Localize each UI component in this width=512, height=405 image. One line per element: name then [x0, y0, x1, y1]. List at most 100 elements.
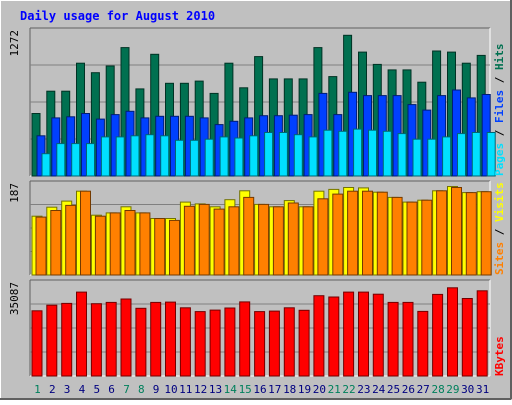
x-tick-label-day-25: 25: [387, 383, 400, 396]
bar-sites-day-25: [391, 196, 403, 276]
bar-files-day-28: [437, 95, 447, 177]
bar-sites-day-24: [376, 191, 388, 276]
bar-kbytes-day-23: [358, 291, 369, 377]
x-tick-label-day-23: 23: [357, 383, 370, 396]
bar-kbytes-day-15: [239, 301, 251, 377]
bar-sites-day-12: [198, 203, 210, 276]
bar-pages-day-8: [145, 134, 155, 177]
bar-pages-day-25: [397, 133, 407, 177]
bar-pages-day-14: [234, 137, 244, 177]
bar-pages-day-7: [130, 135, 140, 177]
bar-sites-day-18: [287, 202, 299, 276]
bar-kbytes-day-30: [461, 298, 473, 377]
x-tick-label-day-13: 13: [209, 383, 222, 396]
legend-item-files: Files: [493, 90, 506, 123]
bar-kbytes-day-6: [105, 301, 117, 377]
x-tick-label-day-11: 11: [179, 383, 192, 396]
bar-sites-day-9: [154, 218, 166, 276]
bar-sites-day-14: [228, 206, 240, 276]
bar-pages-day-3: [71, 143, 81, 177]
bar-sites-day-21: [332, 193, 344, 276]
bar-pages-day-28: [442, 136, 452, 177]
bar-pages-day-21: [338, 130, 348, 177]
bar-sites-day-11: [183, 205, 195, 276]
bar-kbytes-day-1: [31, 310, 43, 377]
x-tick-label-day-16: 16: [253, 383, 266, 396]
panel-3: 35087 KBytes: [8, 279, 506, 377]
bar-pages-day-2: [56, 143, 66, 177]
x-tick-label-day-27: 27: [417, 383, 430, 396]
bar-sites-day-15: [243, 196, 255, 276]
bar-kbytes-day-10: [165, 301, 176, 377]
x-tick-label-day-20: 20: [313, 383, 326, 396]
legend: KBytes: [493, 336, 506, 376]
bar-sites-day-23: [362, 190, 373, 276]
legend-item-sites: Sites: [493, 242, 506, 275]
bar-sites-day-2: [50, 210, 62, 276]
panel-1: 1272 Pages / Files / Hits: [8, 27, 506, 177]
x-tick-label-day-18: 18: [283, 383, 296, 396]
x-tick-label-day-31: 31: [476, 383, 489, 396]
x-tick-label-day-12: 12: [194, 383, 207, 396]
bar-kbytes-day-16: [254, 311, 266, 377]
bar-kbytes-day-8: [135, 307, 147, 377]
bar-sites-day-8: [139, 212, 151, 276]
x-tick-label-day-21: 21: [328, 383, 341, 396]
bar-kbytes-day-31: [476, 290, 488, 377]
bar-pages-day-24: [382, 130, 392, 177]
x-tick-label-day-15: 15: [239, 383, 252, 396]
bar-pages-day-29: [457, 133, 466, 177]
x-tick-label-day-1: 1: [34, 383, 41, 396]
bar-sites-day-19: [302, 206, 314, 276]
bar-pages-day-6: [115, 136, 125, 177]
bar-sites-day-20: [317, 198, 329, 276]
bar-sites-day-26: [406, 201, 418, 276]
x-tick-label-day-6: 6: [108, 383, 115, 396]
bar-kbytes-day-20: [313, 295, 325, 377]
x-tick-label-day-14: 14: [224, 383, 238, 396]
panel-2: 187 Sites / Visits: [8, 180, 506, 276]
bar-kbytes-day-19: [298, 309, 310, 377]
bar-sites-day-16: [258, 203, 270, 276]
bar-sites-day-1: [35, 216, 47, 276]
bar-kbytes-day-12: [194, 311, 206, 377]
bar-sites-day-10: [169, 219, 180, 276]
bar-pages-day-12: [204, 138, 214, 177]
legend-item-kbytes: KBytes: [493, 336, 506, 376]
bar-kbytes-day-24: [372, 293, 384, 377]
bar-sites-day-22: [347, 190, 359, 276]
legend-separator: /: [493, 222, 506, 242]
bar-sites-day-31: [480, 191, 492, 276]
bar-pages-day-26: [412, 138, 422, 177]
bar-sites-day-27: [421, 199, 433, 276]
bar-kbytes-day-5: [90, 303, 102, 377]
chart-title: Daily usage for August 2010: [20, 9, 215, 23]
bar-kbytes-day-22: [343, 291, 355, 377]
bar-sites-day-28: [436, 190, 448, 276]
bar-kbytes-day-11: [179, 307, 191, 377]
x-tick-label-day-29: 29: [446, 383, 459, 396]
legend-item-hits: Hits: [493, 44, 506, 71]
bar-pages-day-23: [368, 129, 377, 177]
bar-kbytes-day-7: [120, 298, 132, 377]
y-axis-max-label: 35087: [8, 282, 21, 315]
bar-sites-day-5: [94, 215, 106, 276]
bar-sites-day-7: [124, 210, 136, 276]
bar-pages-day-16: [264, 132, 274, 177]
x-axis-labels: 1 2 3 4 5 6 7 8 9 10 11 12 13 14 15 16 17 18 19 20 21 22 23 24 2…: [34, 383, 489, 396]
x-tick-label-day-28: 28: [431, 383, 444, 396]
bar-pages-day-27: [427, 138, 437, 177]
bar-kbytes-day-17: [268, 310, 280, 377]
bar-pages-day-20: [323, 129, 333, 177]
bar-kbytes-day-26: [402, 301, 414, 377]
x-tick-label-day-26: 26: [402, 383, 415, 396]
bar-sites-day-6: [109, 212, 121, 276]
bar-sites-day-30: [465, 192, 477, 276]
bar-pages-day-31: [486, 132, 496, 177]
bar-kbytes-day-29: [447, 287, 458, 377]
bar-kbytes-day-9: [150, 301, 162, 377]
x-tick-label-day-17: 17: [268, 383, 281, 396]
bar-kbytes-day-28: [432, 293, 444, 377]
legend: Sites / Visits: [493, 182, 506, 275]
